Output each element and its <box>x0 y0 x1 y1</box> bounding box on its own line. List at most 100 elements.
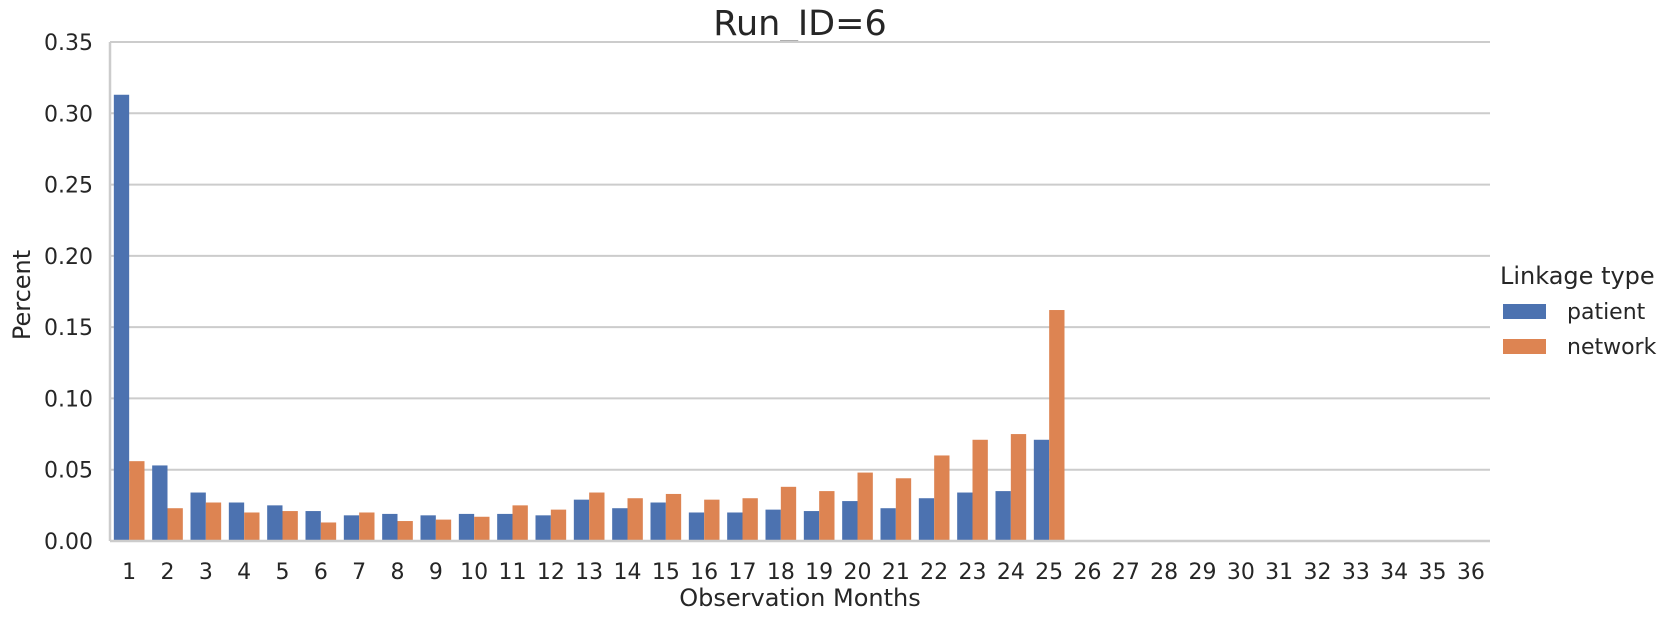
bar-patient-21 <box>880 508 896 541</box>
bar-network-7 <box>359 512 375 541</box>
bar-network-22 <box>934 455 950 541</box>
x-tick-label: 33 <box>1342 560 1370 585</box>
y-tick-labels: 0.00 0.05 0.10 0.15 0.20 0.25 0.30 0.35 <box>44 31 93 555</box>
bar-patient-7 <box>343 515 360 541</box>
bar-network-3 <box>205 502 222 541</box>
bar-patient-17 <box>727 512 743 541</box>
x-tick-label: 5 <box>276 560 290 585</box>
x-tick-label: 29 <box>1189 560 1217 585</box>
x-tick-label: 13 <box>575 560 603 585</box>
legend-swatch-network <box>1503 339 1546 354</box>
bar-network-11 <box>512 505 528 541</box>
bar-patient-1 <box>113 94 130 541</box>
x-tick-label: 6 <box>314 560 328 585</box>
legend: Linkage type patient network <box>1500 262 1657 360</box>
bar-patient-19 <box>803 511 820 541</box>
bar-network-19 <box>819 491 835 541</box>
x-tick-label: 10 <box>460 560 488 585</box>
bar-network-23 <box>972 439 988 541</box>
x-tick-label: 31 <box>1265 560 1293 585</box>
bar-network-20 <box>857 472 873 541</box>
bar-patient-4 <box>228 502 245 541</box>
bar-network-10 <box>474 516 490 541</box>
x-tick-label: 9 <box>429 560 443 585</box>
bar-patient-23 <box>957 492 973 541</box>
bar-patient-8 <box>382 513 398 541</box>
bar-network-16 <box>704 499 720 541</box>
bar-patient-6 <box>305 511 321 541</box>
axes <box>108 42 1490 543</box>
bar-patient-5 <box>267 505 283 541</box>
bar-network-24 <box>1010 434 1027 541</box>
x-tick-label: 30 <box>1227 560 1255 585</box>
bar-network-12 <box>550 509 567 541</box>
bar-patient-3 <box>190 492 206 541</box>
y-tick-label: 0.30 <box>44 102 93 127</box>
bar-network-17 <box>742 498 758 541</box>
bar-network-6 <box>320 522 337 541</box>
chart-title: Run_ID=6 <box>713 4 886 44</box>
x-tick-label: 34 <box>1380 560 1408 585</box>
bar-patient-11 <box>497 513 513 541</box>
x-tick-label: 14 <box>614 560 642 585</box>
bar-network-15 <box>665 493 682 541</box>
x-tick-label: 8 <box>391 560 405 585</box>
bar-patient-25 <box>1033 439 1050 541</box>
x-tick-label: 27 <box>1112 560 1140 585</box>
bar-patient-14 <box>612 508 628 541</box>
x-tick-label: 18 <box>767 560 795 585</box>
bar-network-21 <box>895 478 912 541</box>
x-tick-label: 7 <box>352 560 366 585</box>
grid-lines <box>110 41 1490 471</box>
x-tick-label: 20 <box>844 560 872 585</box>
bar-network-8 <box>397 521 413 541</box>
bar-patient-20 <box>842 501 858 541</box>
bar-patient-24 <box>995 491 1011 541</box>
x-tick-label: 36 <box>1457 560 1485 585</box>
x-tick-label: 32 <box>1304 560 1332 585</box>
bar-network-1 <box>129 461 145 541</box>
x-tick-label: 3 <box>199 560 213 585</box>
bars <box>113 94 1065 541</box>
x-tick-label: 2 <box>161 560 175 585</box>
legend-label-network: network <box>1567 335 1657 360</box>
x-tick-label: 12 <box>537 560 565 585</box>
x-tick-label: 35 <box>1419 560 1447 585</box>
x-tick-label: 24 <box>997 560 1025 585</box>
bar-patient-13 <box>573 499 590 541</box>
x-tick-label: 28 <box>1150 560 1178 585</box>
x-tick-label: 4 <box>237 560 251 585</box>
bar-patient-18 <box>765 509 781 541</box>
bar-network-4 <box>244 512 260 541</box>
bar-patient-9 <box>420 515 436 541</box>
x-tick-label: 15 <box>652 560 680 585</box>
y-tick-label: 0.00 <box>44 530 93 555</box>
y-axis-label: Percent <box>8 250 36 340</box>
bar-network-14 <box>627 498 643 541</box>
y-tick-label: 0.10 <box>44 387 93 412</box>
bar-network-18 <box>780 486 797 541</box>
bar-patient-2 <box>152 465 168 541</box>
x-tick-label: 21 <box>882 560 910 585</box>
bar-network-2 <box>167 508 183 541</box>
bar-patient-12 <box>535 515 551 541</box>
x-tick-label: 23 <box>959 560 987 585</box>
bar-patient-22 <box>918 498 935 541</box>
legend-label-patient: patient <box>1567 300 1646 325</box>
x-axis-label: Observation Months <box>679 584 921 612</box>
x-tick-label: 11 <box>499 560 527 585</box>
bar-patient-15 <box>650 502 666 541</box>
bar-network-5 <box>282 511 298 541</box>
x-tick-labels: 1 2 3 4 5 6 7 8 9 10 11 12 13 14 15 16 17 18 19 20 21 22 23 24 2… <box>122 560 1485 585</box>
y-tick-label: 0.15 <box>44 316 93 341</box>
y-tick-label: 0.05 <box>44 459 93 484</box>
x-tick-label: 16 <box>690 560 718 585</box>
x-tick-label: 22 <box>920 560 948 585</box>
bar-network-25 <box>1049 310 1065 541</box>
x-tick-label: 19 <box>805 560 833 585</box>
x-tick-label: 26 <box>1074 560 1102 585</box>
bar-patient-10 <box>458 513 475 541</box>
legend-title: Linkage type <box>1500 262 1655 290</box>
y-tick-label: 0.25 <box>44 174 93 199</box>
